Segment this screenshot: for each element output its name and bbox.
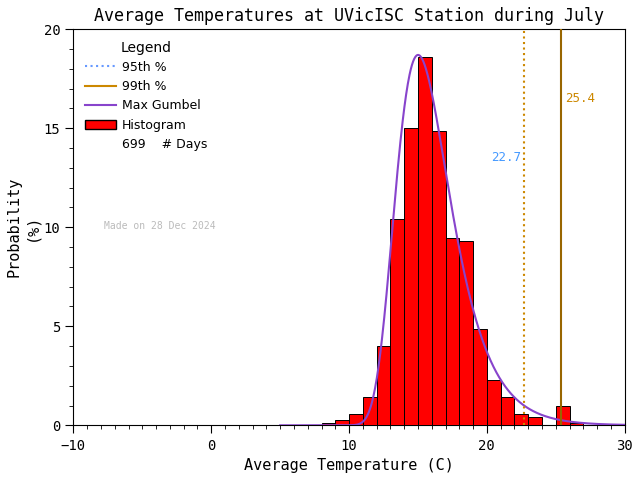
Text: 25.4: 25.4	[564, 92, 595, 105]
Bar	[321, 422, 335, 425]
Bar	[473, 329, 487, 425]
Text: 22.7: 22.7	[492, 152, 522, 165]
Bar	[363, 397, 376, 425]
Bar	[349, 414, 363, 425]
Bar	[335, 420, 349, 425]
Bar	[500, 397, 515, 425]
Bar	[376, 346, 390, 425]
Text: Made on 28 Dec 2024: Made on 28 Dec 2024	[104, 221, 216, 231]
Legend: 95th %, 99th %, Max Gumbel, Histogram, 699    # Days: 95th %, 99th %, Max Gumbel, Histogram, 6…	[80, 36, 212, 156]
Y-axis label: Probability
(%): Probability (%)	[7, 177, 39, 277]
Bar	[528, 417, 542, 425]
Bar	[487, 380, 500, 425]
Bar	[404, 128, 418, 425]
X-axis label: Average Temperature (C): Average Temperature (C)	[244, 458, 454, 473]
Bar	[556, 406, 570, 425]
Title: Average Temperatures at UVicISC Station during July: Average Temperatures at UVicISC Station …	[94, 7, 604, 25]
Bar	[515, 414, 528, 425]
Bar	[390, 218, 404, 425]
Bar	[432, 131, 445, 425]
Bar	[418, 57, 432, 425]
Bar	[570, 422, 583, 425]
Bar	[445, 239, 460, 425]
Bar	[460, 241, 473, 425]
